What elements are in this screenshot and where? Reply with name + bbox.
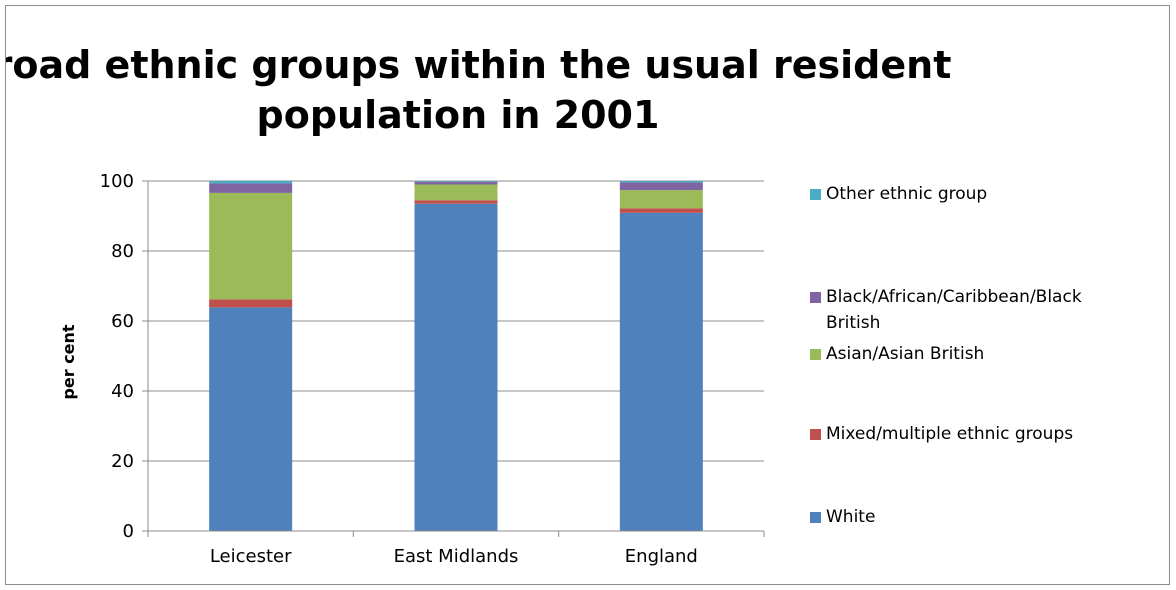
y-tick-label-40: 40 xyxy=(111,381,134,402)
bars xyxy=(209,181,703,531)
legend-label-asian-asian-british: Asian/Asian British xyxy=(826,344,984,364)
chart-frame: Broad ethnic groups within the usual res… xyxy=(5,5,1170,585)
legend-label-other-ethnic-group: Other ethnic group xyxy=(826,184,987,204)
legend-swatch-other-ethnic-group xyxy=(810,189,821,200)
legend-swatch-black-african-caribbean-black-british xyxy=(810,292,821,303)
bar-east-midlands-asian-asian-british xyxy=(414,184,498,201)
bar-england-mixed-multiple-ethnic-groups xyxy=(619,208,703,213)
x-tick-labels: Leicester East Midlands England xyxy=(210,546,698,567)
chart-title-line-1: Broad ethnic groups within the usual res… xyxy=(6,43,951,87)
bar-east-midlands-mixed-multiple-ethnic-groups xyxy=(414,200,498,204)
legend-swatch-asian-asian-british xyxy=(810,349,821,360)
legend: Other ethnic group Black/African/Caribbea… xyxy=(810,184,1082,527)
bar-england-black-african-caribbean-black-british xyxy=(619,182,703,191)
bar-leicester-other-ethnic-group xyxy=(209,181,293,184)
bar-east-midlands-other-ethnic-group xyxy=(414,181,498,182)
legend-label-black-african-caribbean-black-british: Black/African/Caribbean/Black British xyxy=(826,287,1082,333)
axes xyxy=(142,180,765,537)
y-tick-label-60: 60 xyxy=(111,311,134,332)
legend-label-white: White xyxy=(826,507,875,527)
x-tick-label-east-midlands: East Midlands xyxy=(394,546,519,567)
y-tick-label-20: 20 xyxy=(111,451,134,472)
y-tick-label-0: 0 xyxy=(123,521,134,542)
y-tick-label-80: 80 xyxy=(111,241,134,262)
chart-title-line-2: population in 2001 xyxy=(257,93,660,137)
bar-england-other-ethnic-group xyxy=(619,181,703,183)
bar-leicester-black-african-caribbean-black-british xyxy=(209,183,293,193)
y-tick-labels: 0 20 40 60 80 100 xyxy=(100,171,134,542)
y-tick-label-100: 100 xyxy=(100,171,134,192)
bar-england-white xyxy=(619,212,703,531)
y-axis-title: per cent xyxy=(59,324,78,399)
bar-east-midlands-white xyxy=(414,203,498,531)
bar-leicester-asian-asian-british xyxy=(209,192,293,300)
legend-label-mixed-multiple-ethnic-groups: Mixed/multiple ethnic groups xyxy=(826,424,1073,444)
bar-leicester-mixed-multiple-ethnic-groups xyxy=(209,299,293,308)
bar-east-midlands-black-african-caribbean-black-british xyxy=(414,181,498,185)
x-tick-label-leicester: Leicester xyxy=(210,546,292,567)
bar-england-asian-asian-british xyxy=(619,190,703,209)
legend-swatch-white xyxy=(810,512,821,523)
bar-leicester-white xyxy=(209,307,293,531)
stacked-bar-chart: Broad ethnic groups within the usual res… xyxy=(6,43,1082,567)
x-tick-label-england: England xyxy=(625,546,698,567)
legend-swatch-mixed-multiple-ethnic-groups xyxy=(810,429,821,440)
